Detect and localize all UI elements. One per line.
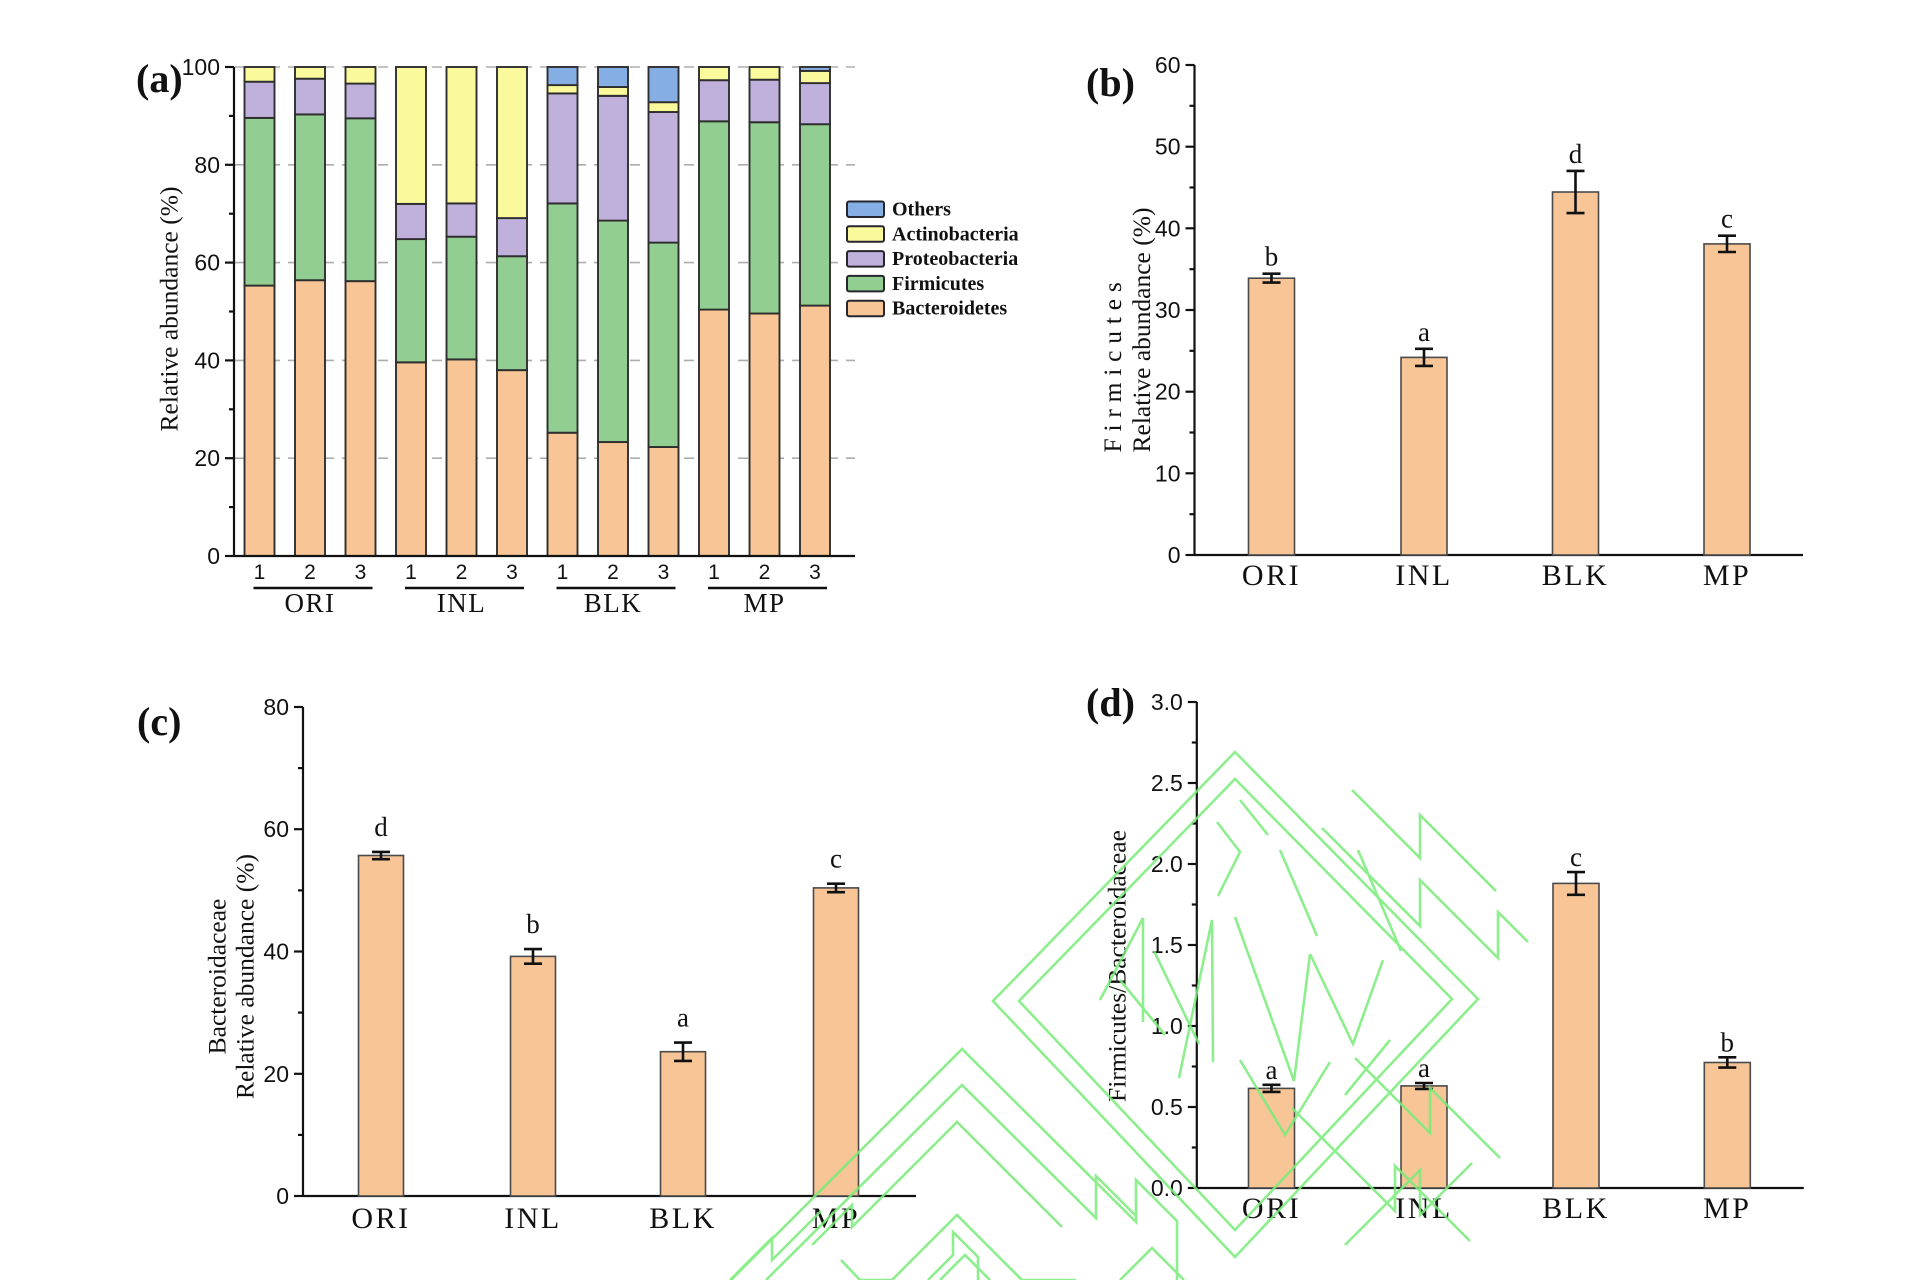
svg-text:3.0: 3.0 (1151, 689, 1183, 715)
svg-text:MP: MP (743, 588, 785, 618)
svg-text:a: a (677, 1003, 689, 1033)
svg-text:3: 3 (506, 561, 518, 584)
svg-text:BLK: BLK (584, 588, 643, 618)
svg-text:1.0: 1.0 (1151, 1013, 1183, 1039)
svg-text:MP: MP (1703, 1192, 1751, 1225)
svg-text:Firmicutes: Firmicutes (1098, 275, 1127, 452)
svg-text:Firmicutes: Firmicutes (892, 273, 984, 295)
svg-text:c: c (1721, 204, 1733, 234)
svg-text:1: 1 (557, 561, 569, 584)
svg-text:2.0: 2.0 (1151, 851, 1183, 877)
svg-text:3: 3 (658, 561, 670, 584)
svg-text:b: b (526, 909, 540, 939)
svg-text:0: 0 (276, 1183, 289, 1209)
svg-text:INL: INL (1395, 559, 1452, 592)
svg-text:50: 50 (1155, 134, 1181, 160)
svg-text:2: 2 (304, 561, 316, 584)
svg-text:20: 20 (194, 445, 220, 471)
svg-text:ORI: ORI (1242, 559, 1301, 592)
svg-text:d: d (374, 812, 388, 842)
svg-text:0: 0 (207, 543, 220, 569)
svg-text:20: 20 (1155, 379, 1181, 405)
svg-text:20: 20 (263, 1061, 289, 1087)
svg-text:0.5: 0.5 (1151, 1094, 1183, 1120)
svg-text:Relative abundance (%): Relative abundance (%) (155, 187, 184, 432)
svg-text:INL: INL (504, 1202, 561, 1235)
svg-text:b: b (1721, 1027, 1735, 1057)
svg-text:30: 30 (1155, 297, 1181, 323)
svg-text:Relative abundance (%): Relative abundance (%) (1127, 208, 1156, 453)
svg-text:c: c (830, 844, 842, 874)
svg-text:40: 40 (1155, 215, 1181, 241)
svg-text:10: 10 (1155, 460, 1181, 486)
svg-text:ORI: ORI (351, 1202, 410, 1235)
svg-text:INL: INL (437, 588, 486, 618)
svg-text:MP: MP (1703, 559, 1751, 592)
svg-text:BLK: BLK (1542, 1192, 1610, 1225)
svg-text:Bacteroidaceae: Bacteroidaceae (203, 899, 232, 1055)
svg-text:Actinobacteria: Actinobacteria (892, 223, 1019, 245)
svg-text:(d): (d) (1086, 680, 1135, 725)
svg-text:1: 1 (708, 561, 720, 584)
svg-text:b: b (1265, 242, 1279, 272)
svg-text:a: a (1266, 1055, 1278, 1085)
svg-text:2: 2 (607, 561, 619, 584)
svg-text:Relative abundance (%): Relative abundance (%) (231, 854, 260, 1099)
svg-text:100: 100 (182, 54, 220, 80)
svg-text:80: 80 (263, 694, 289, 720)
svg-text:1: 1 (254, 561, 266, 584)
svg-text:INL: INL (1395, 1192, 1452, 1225)
svg-text:3: 3 (809, 561, 821, 584)
svg-text:ORI: ORI (285, 588, 336, 618)
svg-text:c: c (1570, 842, 1582, 872)
svg-text:80: 80 (194, 152, 220, 178)
svg-text:Bacteroidetes: Bacteroidetes (892, 298, 1007, 320)
svg-text:BLK: BLK (649, 1202, 717, 1235)
svg-text:3: 3 (355, 561, 367, 584)
svg-text:a: a (1418, 317, 1430, 347)
svg-text:(b): (b) (1086, 60, 1135, 105)
svg-text:2: 2 (456, 561, 468, 584)
svg-text:60: 60 (194, 250, 220, 276)
svg-text:60: 60 (1155, 52, 1181, 78)
svg-text:d: d (1569, 139, 1583, 169)
svg-text:0: 0 (1168, 542, 1181, 568)
svg-text:Proteobacteria: Proteobacteria (892, 248, 1018, 270)
svg-text:40: 40 (263, 939, 289, 965)
svg-text:BLK: BLK (1542, 559, 1610, 592)
svg-text:1: 1 (405, 561, 417, 584)
svg-text:(c): (c) (137, 699, 181, 744)
svg-text:(a): (a) (136, 56, 183, 101)
svg-text:40: 40 (194, 347, 220, 373)
svg-text:2.5: 2.5 (1151, 770, 1183, 796)
svg-text:2: 2 (759, 561, 771, 584)
svg-text:Others: Others (892, 199, 951, 221)
svg-text:60: 60 (263, 816, 289, 842)
